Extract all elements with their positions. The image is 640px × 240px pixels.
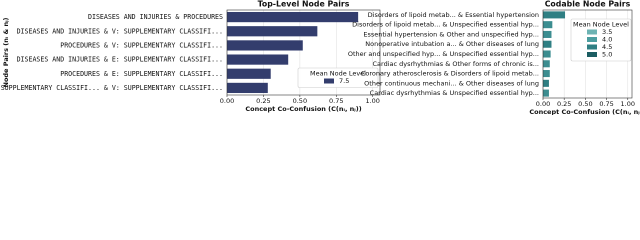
- legend-swatch: [587, 44, 597, 50]
- y-tick-label: DISEASES AND INJURIES & PROCEDURES: [88, 13, 223, 21]
- bar: [543, 40, 552, 48]
- bar: [543, 30, 552, 38]
- legend-title: Mean Node Level: [310, 70, 366, 78]
- x-tick-label: 0.50: [293, 97, 307, 105]
- bar: [543, 79, 549, 87]
- y-tick-label: DISEASES AND INJURIES & V: SUPPLEMENTARY…: [17, 27, 223, 35]
- bar: [543, 50, 551, 58]
- legend-box: [297, 67, 379, 88]
- x-tick-label: 1.00: [365, 97, 379, 105]
- y-tick-label: Essential hypertension & Other and unspe…: [363, 30, 539, 38]
- bar: [543, 70, 550, 78]
- chart-title: Codable Node Pairs: [545, 0, 631, 9]
- bar: [227, 82, 268, 94]
- y-axis-label: Node Pairs (nᵢ & nⱼ): [2, 17, 10, 87]
- y-tick-label: Coronary atherosclerosis & Disorders of …: [361, 70, 539, 78]
- plot-frame: [226, 9, 381, 96]
- legend-label: 7.5: [339, 77, 349, 85]
- bar: [543, 60, 550, 68]
- y-tick-label: Other continuous mechani... & Other dise…: [364, 79, 539, 87]
- x-tick-label: 0.75: [599, 100, 613, 108]
- bar: [543, 21, 553, 29]
- legend-box: [570, 18, 632, 62]
- chart-title: Top-Level Node Pairs: [258, 0, 350, 9]
- x-tick-label: 1.00: [621, 100, 635, 108]
- y-tick-label: Cardiac dysrhythmias & Other forms of ch…: [372, 60, 539, 68]
- legend-swatch: [587, 37, 597, 42]
- bar: [543, 89, 549, 97]
- x-tick-label: 0.75: [329, 97, 343, 105]
- plot-frame: [542, 9, 633, 99]
- legend-label: 5.0: [602, 51, 612, 59]
- x-tick-label: 0.00: [220, 97, 234, 105]
- x-axis-label: Concept Co-Confusion (C(nᵢ, nⱼ)): [245, 105, 361, 113]
- bar: [227, 40, 303, 51]
- legend-title: Mean Node Level: [573, 21, 629, 29]
- bar: [227, 26, 318, 37]
- y-tick-label: DISEASES AND INJURIES & E: SUPPLEMENTARY…: [17, 56, 223, 64]
- x-tick-label: 0.50: [578, 100, 592, 108]
- y-tick-label: Disorders of lipoid metab... & Essential…: [368, 11, 539, 19]
- bar: [227, 11, 359, 23]
- legend-label: 4.0: [602, 36, 612, 44]
- legend-swatch: [324, 78, 334, 84]
- y-tick-label: PROCEDURES & V: SUPPLEMENTARY CLASSIFI..…: [60, 41, 223, 49]
- figure: Top-Level Node Pairs 0.00 0.25 0.50 0.75 1.00…: [0, 0, 640, 115]
- y-tick-label: Nonoperative intubation a... & Other dis…: [365, 40, 539, 48]
- bar: [227, 54, 289, 65]
- legend-label: 4.5: [602, 43, 612, 51]
- legend-swatch: [587, 29, 597, 35]
- legend-swatch: [587, 52, 597, 57]
- y-tick-label: E: SUPPLEMENTARY CLASSIFI... & V: SUPPLE…: [0, 84, 223, 92]
- y-tick-label: Disorders of lipoid metab... & Unspecifi…: [352, 21, 539, 29]
- legend-label: 3.5: [602, 28, 612, 36]
- bar: [543, 11, 566, 19]
- x-tick-label: 0.00: [536, 100, 550, 108]
- x-tick-label: 0.25: [557, 100, 571, 108]
- y-tick-label: Other and unspecified hyp... & Unspecifi…: [348, 50, 539, 58]
- bar: [227, 68, 271, 79]
- x-tick-label: 0.25: [256, 97, 270, 105]
- y-tick-label: PROCEDURES & E: SUPPLEMENTARY CLASSIFI..…: [60, 70, 223, 78]
- x-axis-label: Concept Co-Confusion (C(nᵢ, nⱼ)): [529, 108, 640, 115]
- y-tick-label: Cardiac dysrhythmias & Unspecified essen…: [370, 89, 539, 97]
